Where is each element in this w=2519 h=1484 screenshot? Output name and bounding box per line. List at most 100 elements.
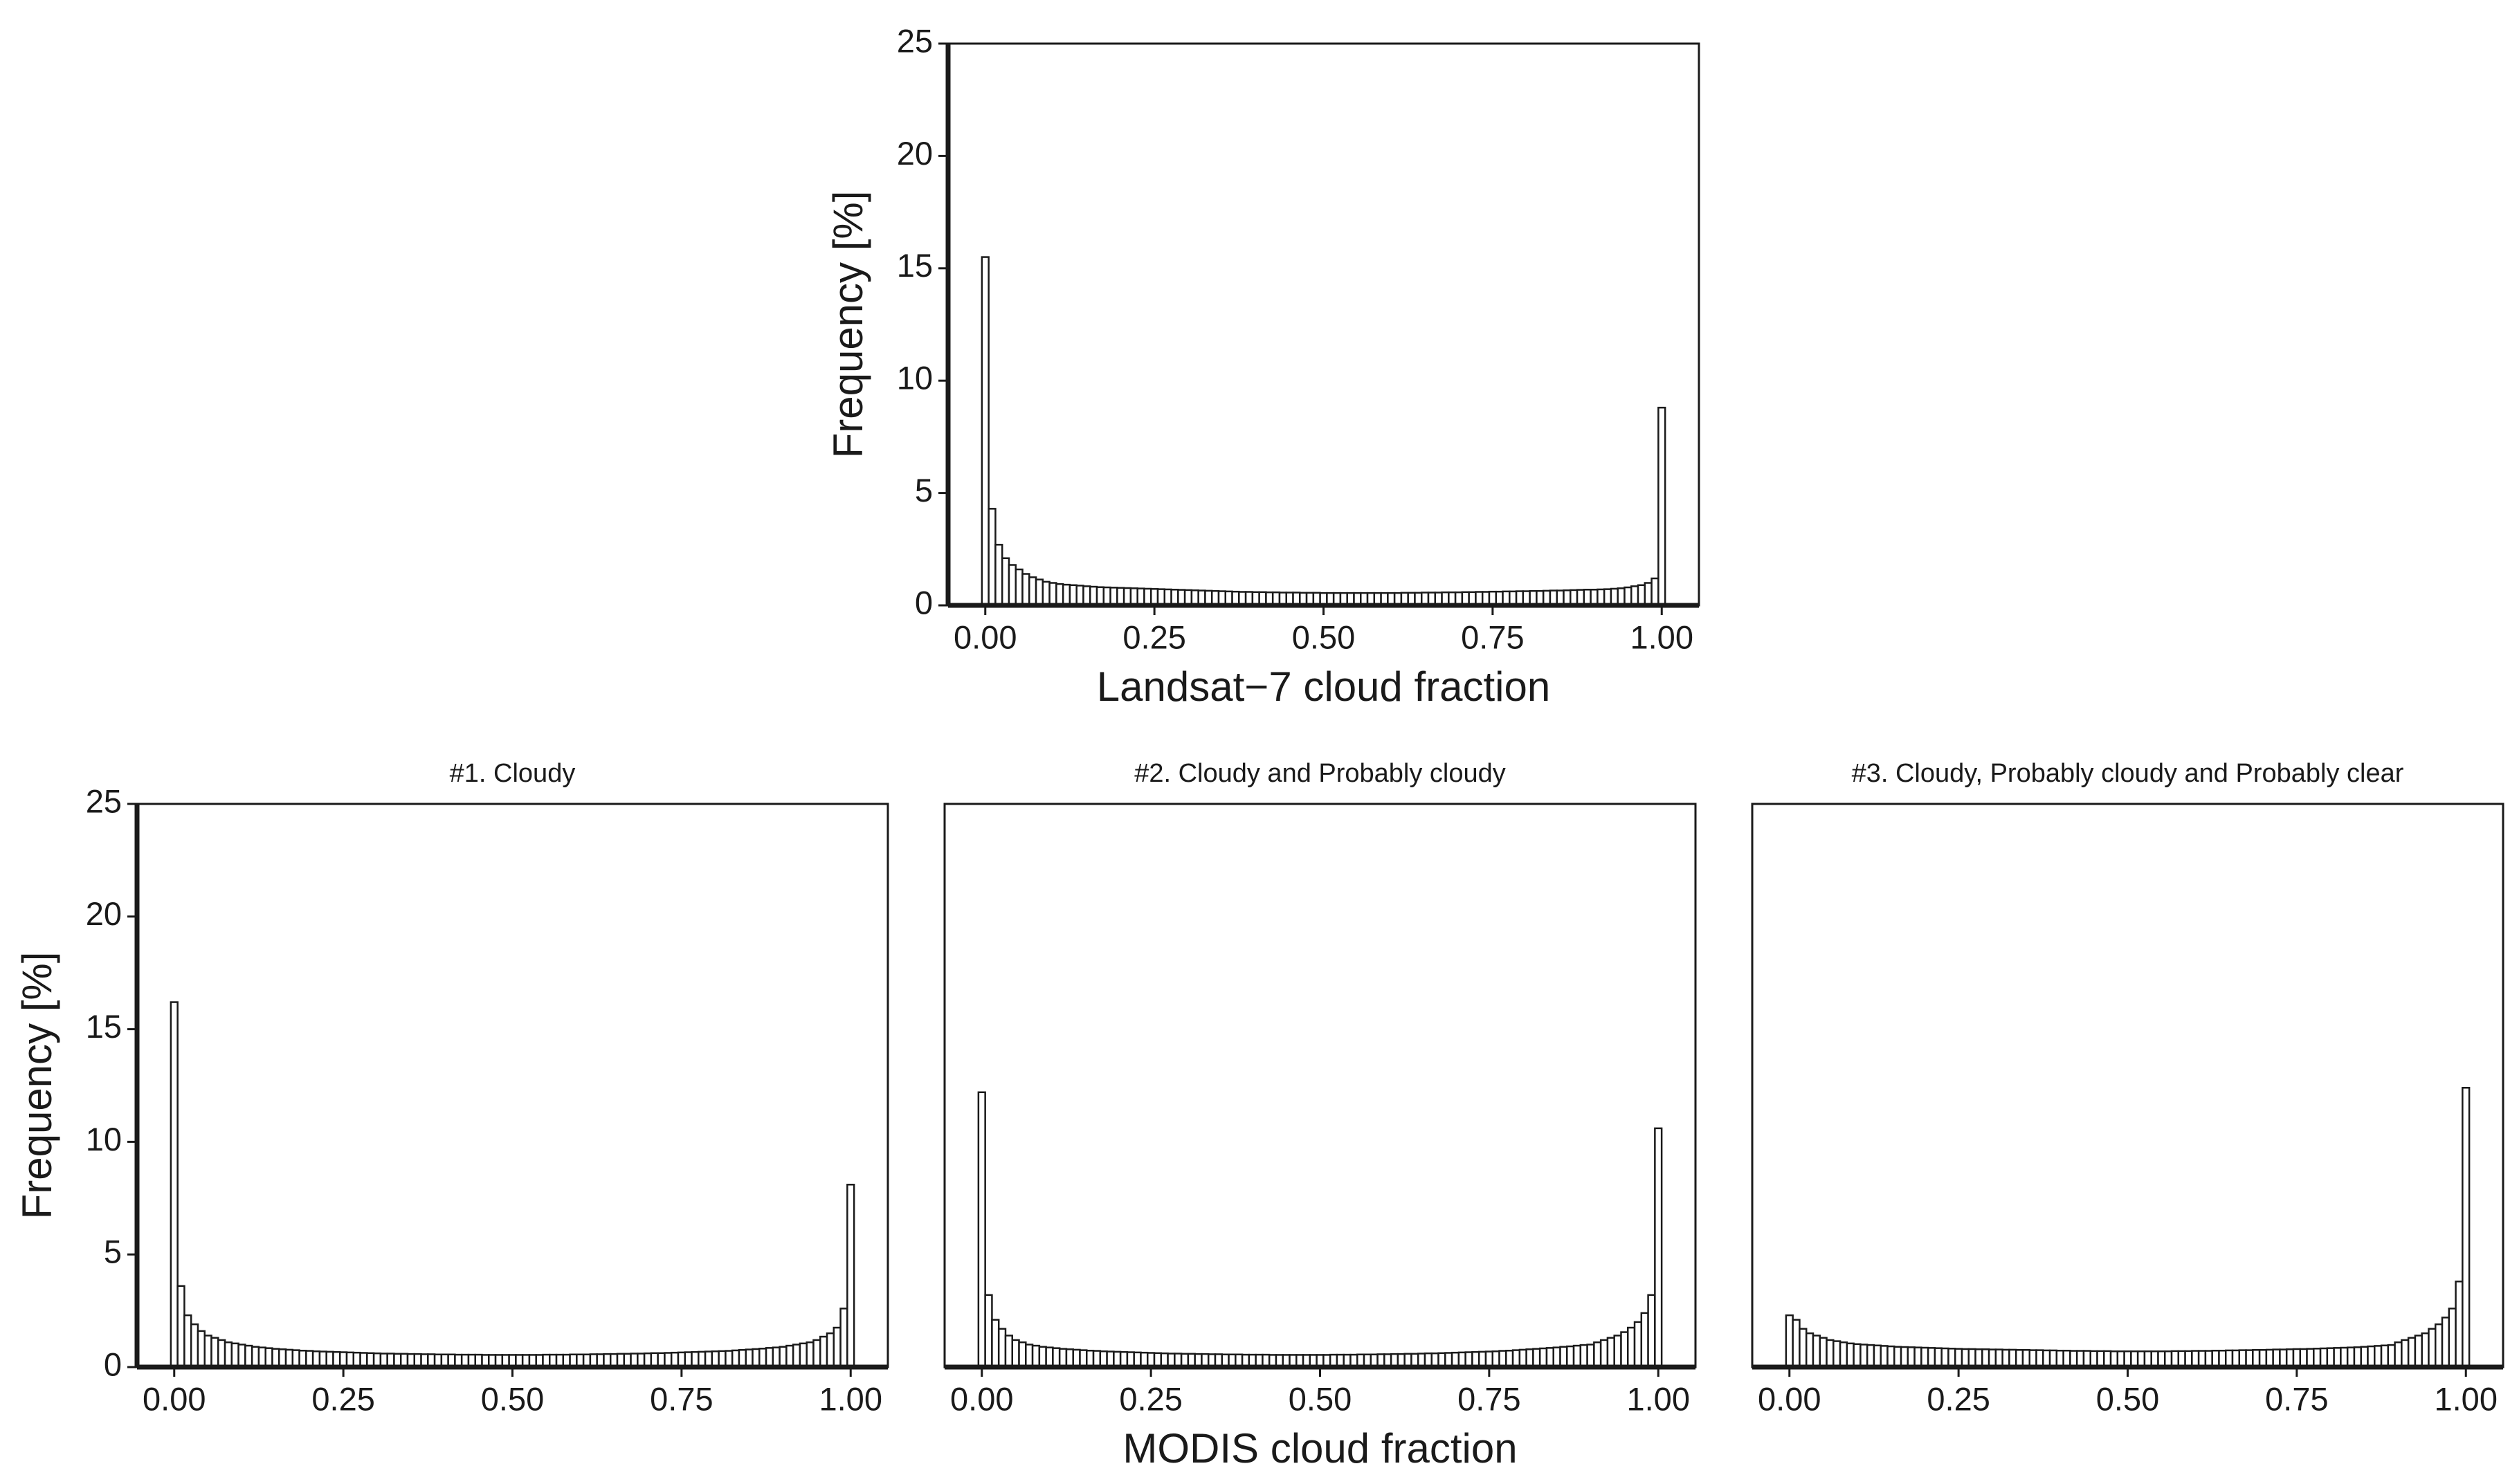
bar [1805, 1332, 1815, 1368]
bar [1518, 1348, 1527, 1368]
bar [2191, 1350, 2200, 1368]
bar [2367, 1345, 2376, 1368]
bar [1866, 1344, 1875, 1368]
x-tick-label: 0.25 [1119, 1380, 1182, 1417]
plot-frame [943, 803, 1697, 1368]
bar [271, 1348, 280, 1368]
plot-frame [947, 42, 1700, 607]
bar [1627, 1326, 1636, 1368]
x-tick-label: 1.00 [819, 1380, 882, 1417]
bar [994, 544, 1003, 607]
bar [170, 1001, 179, 1368]
bar [2231, 1349, 2241, 1368]
bar [1048, 582, 1057, 607]
bar [1065, 1348, 1074, 1368]
x-tick-label: 0.50 [481, 1380, 544, 1417]
bar [203, 1335, 212, 1368]
bar [1947, 1348, 1956, 1368]
bar [1028, 576, 1037, 607]
bar [1089, 585, 1098, 607]
y-tick-label: 5 [915, 472, 933, 509]
bar [2441, 1317, 2450, 1368]
bar [1812, 1335, 1821, 1368]
bar [2299, 1348, 2308, 1368]
bar [2224, 1349, 2234, 1368]
bar [1593, 1341, 1602, 1368]
bar [2394, 1341, 2403, 1368]
x-axis-label: MODIS cloud fraction [1122, 1425, 1517, 1472]
x-tick-label: 0.00 [950, 1380, 1013, 1417]
bar [1102, 586, 1111, 607]
bar [1082, 585, 1091, 607]
bar [2326, 1347, 2335, 1368]
x-tick-label: 0.75 [2265, 1380, 2328, 1417]
bar [812, 1339, 821, 1368]
bar [1062, 583, 1071, 607]
bar [1599, 1339, 1609, 1368]
bar [2015, 1349, 2024, 1368]
bar [826, 1332, 835, 1368]
bar [2421, 1332, 2430, 1368]
bar [1620, 1331, 1629, 1368]
bar [2245, 1349, 2254, 1368]
panel-title: #2. Cloudy and Probably cloudy [1134, 759, 1506, 788]
bar [2265, 1348, 2274, 1368]
bar [1095, 586, 1105, 607]
bar [2238, 1349, 2247, 1368]
bar [1545, 1347, 1554, 1368]
bar [2028, 1349, 2037, 1368]
bar [1647, 1294, 1656, 1368]
bar [1819, 1337, 1828, 1368]
x-tick-label: 0.00 [1758, 1380, 1821, 1417]
bar [984, 1294, 993, 1368]
bar [2340, 1346, 2349, 1368]
bar [1156, 588, 1166, 607]
bar [2353, 1346, 2362, 1368]
bar [1525, 1348, 1534, 1368]
bar [1035, 578, 1044, 607]
y-axis-label: Frequency [%] [14, 952, 60, 1220]
bar [230, 1342, 239, 1368]
bar [2197, 1350, 2207, 1368]
bar [224, 1341, 233, 1368]
y-tick-label: 25 [86, 782, 122, 819]
bar [1058, 1348, 1068, 1368]
bar [1934, 1347, 1943, 1368]
bar [190, 1323, 199, 1368]
bar [210, 1337, 219, 1368]
bar [1799, 1328, 1808, 1368]
bar [237, 1344, 246, 1368]
bar [1552, 1346, 1561, 1368]
bar [1994, 1348, 2003, 1368]
bar [2021, 1349, 2031, 1368]
bar [1129, 587, 1138, 607]
x-tick-label: 0.75 [1461, 619, 1524, 655]
bar [1109, 587, 1118, 607]
x-tick-label: 0.00 [143, 1380, 206, 1417]
bar [2435, 1323, 2444, 1368]
bar [846, 1184, 855, 1368]
y-tick-label: 15 [897, 247, 933, 284]
bar [1839, 1341, 1848, 1368]
bar [2211, 1349, 2220, 1368]
bar [1792, 1319, 1801, 1368]
bar [1498, 1350, 1507, 1368]
bar [1846, 1342, 1855, 1368]
x-axis-label: Landsat−7 cloud fraction [1097, 663, 1550, 710]
bar [2055, 1349, 2064, 1368]
bar [1640, 1312, 1649, 1368]
bar [1920, 1346, 1929, 1368]
bar [298, 1349, 307, 1368]
bar [2252, 1349, 2261, 1368]
bar [2001, 1348, 2010, 1368]
bar [1873, 1344, 1882, 1368]
x-tick-label: 1.00 [1630, 619, 1693, 655]
bar [278, 1348, 287, 1368]
bar [833, 1326, 842, 1368]
bar [738, 1349, 747, 1368]
y-tick-label: 25 [897, 22, 933, 59]
bar [1579, 1344, 1588, 1368]
bar [217, 1339, 226, 1368]
bar [806, 1341, 815, 1368]
bar [2008, 1348, 2017, 1368]
